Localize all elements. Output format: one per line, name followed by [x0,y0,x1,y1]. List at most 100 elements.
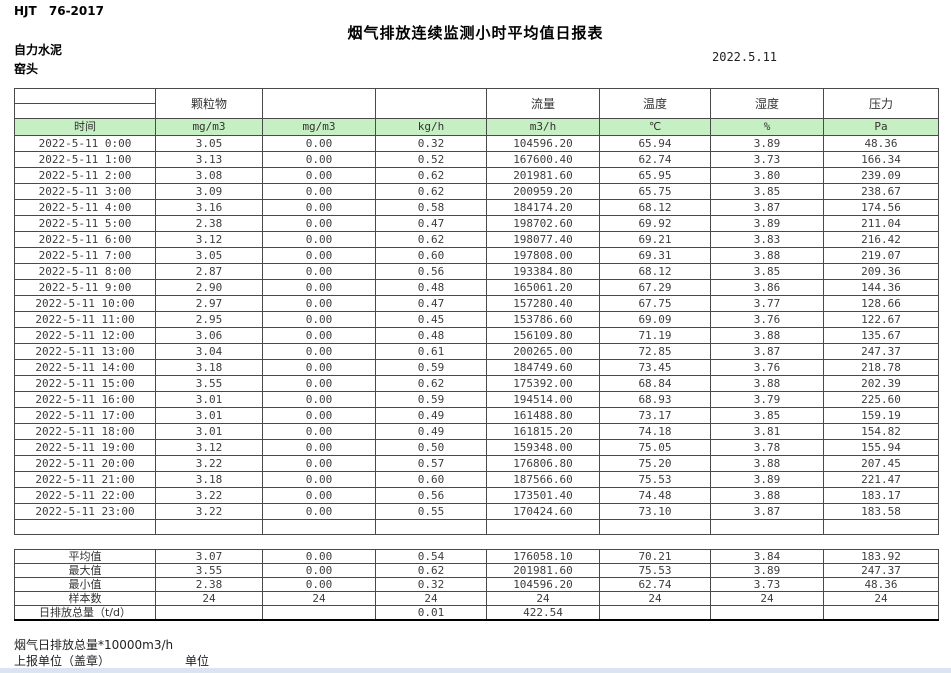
daily-emission-note: 烟气日排放总量*10000m3/h [14,638,174,652]
value-cell: 0.00 [262,311,376,328]
value-cell: 2.87 [155,263,263,280]
value-cell: 3.85 [710,183,824,200]
value-cell: 0.62 [375,563,487,578]
col-header-humidity: 湿度 [710,88,824,119]
value-cell: 0.47 [375,215,487,232]
time-cell: 2022-5-11 2:00 [14,167,156,184]
table-row: 2022-5-11 2:00 3.08 0.00 0.62 201981.60 65.95… [14,167,939,184]
value-cell: 193384.80 [486,263,600,280]
value-cell: 3.88 [710,247,824,264]
value-cell: 68.84 [599,375,711,392]
value-cell: 161488.80 [486,407,600,424]
value-cell: 0.00 [262,423,376,440]
empty-cell [14,519,156,535]
value-cell: 3.09 [155,183,263,200]
value-cell: 75.53 [599,471,711,488]
value-cell: 3.16 [155,199,263,216]
value-cell: 167600.40 [486,151,600,168]
time-cell: 2022-5-11 17:00 [14,407,156,424]
value-cell: 3.22 [155,487,263,504]
value-cell: 0.59 [375,391,487,408]
value-cell: 3.85 [710,263,824,280]
summary-rows: 平均值 3.07 0.00 0.54 176058.10 70.21 3.84 183.92 最… [14,549,939,621]
empty-cell [710,519,824,535]
time-cell: 2022-5-11 16:00 [14,391,156,408]
time-header-spacer-bottom [14,103,156,119]
row-label: 样本数 [14,591,156,606]
value-cell: 0.50 [375,439,487,456]
value-cell: 69.92 [599,215,711,232]
unit-mg-m3-1: mg/m3 [155,118,263,136]
reporting-unit-label: 上报单位（盖章） [14,654,111,668]
value-cell: 74.18 [599,423,711,440]
value-cell: 221.47 [823,471,939,488]
value-cell: 24 [599,591,711,606]
value-cell: 3.88 [710,327,824,344]
value-cell: 3.22 [155,455,263,472]
window-edge-strip [0,668,951,673]
value-cell: 198702.60 [486,215,600,232]
value-cell: 104596.20 [486,135,600,152]
empty-cell [262,519,376,535]
empty-cell [486,519,600,535]
value-cell: 2.90 [155,279,263,296]
value-cell: 197808.00 [486,247,600,264]
value-cell: 3.80 [710,167,824,184]
value-cell: 0.00 [262,471,376,488]
value-cell: 0.52 [375,151,487,168]
value-cell: 165061.20 [486,279,600,296]
table-row: 最大值 3.55 0.00 0.62 201981.60 75.53 3.89 247.37 [14,563,939,578]
value-cell: 176058.10 [486,549,600,564]
time-cell: 2022-5-11 5:00 [14,215,156,232]
table-row: 2022-5-11 13:00 3.04 0.00 0.61 200265.00 72.8… [14,343,939,360]
value-cell: 173501.40 [486,487,600,504]
table-row: 2022-5-11 6:00 3.12 0.00 0.62 198077.40 69.21… [14,231,939,248]
value-cell: 74.48 [599,487,711,504]
value-cell: 135.67 [823,327,939,344]
value-cell: 0.00 [262,263,376,280]
value-cell: 128.66 [823,295,939,312]
unit-label: 单位 [185,654,210,668]
value-cell: 201981.60 [486,563,600,578]
col-header-particulate: 颗粒物 [155,88,263,119]
value-cell: 0.00 [262,375,376,392]
value-cell: 3.89 [710,563,824,578]
time-cell: 2022-5-11 8:00 [14,263,156,280]
table-row: 2022-5-11 17:00 3.01 0.00 0.49 161488.80 73.1… [14,407,939,424]
value-cell: 73.10 [599,503,711,520]
value-cell: 3.07 [155,549,263,564]
value-cell: 239.09 [823,167,939,184]
company-name: 自力水泥 [14,43,63,57]
value-cell: 3.05 [155,135,263,152]
empty-cell [599,519,711,535]
value-cell: 65.95 [599,167,711,184]
value-cell: 3.01 [155,391,263,408]
value-cell: 24 [710,591,824,606]
table-row: 2022-5-11 15:00 3.55 0.00 0.62 175392.00 68.8… [14,375,939,392]
table-row: 2022-5-11 11:00 2.95 0.00 0.45 153786.60 69.0… [14,311,939,328]
table-row: 2022-5-11 14:00 3.18 0.00 0.59 184749.60 73.4… [14,359,939,376]
empty-row [14,519,939,535]
value-cell: 157280.40 [486,295,600,312]
empty-cell [823,519,939,535]
unit-kg-h: kg/h [375,118,487,136]
value-cell: 183.17 [823,487,939,504]
value-cell: 194514.00 [486,391,600,408]
value-cell: 159348.00 [486,439,600,456]
table-row: 2022-5-11 5:00 2.38 0.00 0.47 198702.60 69.92… [14,215,939,232]
table-row: 2022-5-11 22:00 3.22 0.00 0.56 173501.40 74.4… [14,487,939,504]
value-cell: 0.00 [262,407,376,424]
hourly-data-table: 颗粒物 流量 温度 湿度 压力 时间 mg/m3 mg/m3 kg/h m3/h… [14,88,939,535]
value-cell: 219.07 [823,247,939,264]
value-cell: 73.45 [599,359,711,376]
value-cell: 3.13 [155,151,263,168]
value-cell: 24 [155,591,263,606]
value-cell: 0.00 [262,151,376,168]
value-cell: 201981.60 [486,167,600,184]
col-header-blank-2 [375,88,487,119]
time-cell: 2022-5-11 18:00 [14,423,156,440]
time-header-spacer-top [14,88,156,104]
table-row: 2022-5-11 1:00 3.13 0.00 0.52 167600.40 62.74… [14,151,939,168]
table-row: 2022-5-11 10:00 2.97 0.00 0.47 157280.40 67.7… [14,295,939,312]
